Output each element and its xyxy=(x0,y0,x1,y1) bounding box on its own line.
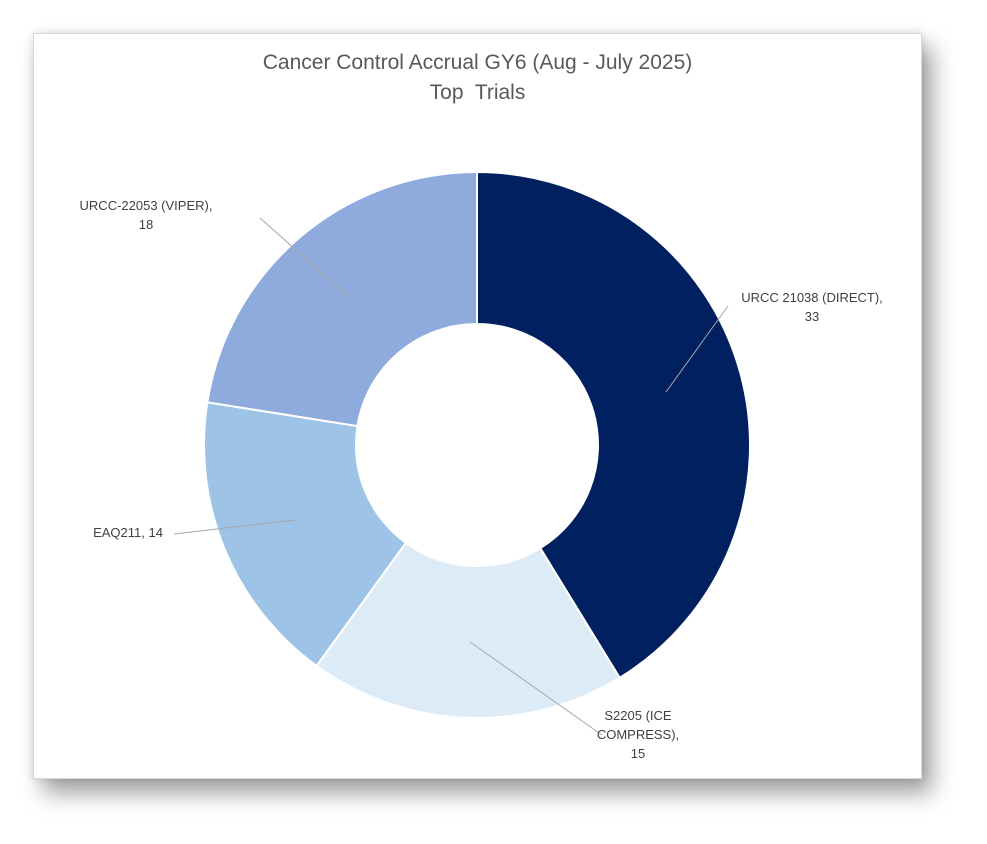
data-label-3-line-1: EAQ211, 14 xyxy=(93,525,163,540)
data-label-4-line-2: 18 xyxy=(139,217,153,232)
leader-line-4 xyxy=(259,217,349,297)
data-label-3: EAQ211, 14 xyxy=(93,525,163,540)
doughnut-slice-4 xyxy=(206,170,478,428)
data-label-4: URCC-22053 (VIPER), 18 xyxy=(80,198,213,232)
chart-title: Cancer Control Accrual GY6 (Aug - July 2… xyxy=(262,51,693,74)
data-label-1-line-1: URCC 21038 (DIRECT), xyxy=(741,290,883,305)
chart-card: Cancer Control Accrual GY6 (Aug - July 2… xyxy=(33,33,922,779)
chart-title-block: Cancer Control Accrual GY6 (Aug - July 2… xyxy=(34,48,921,108)
doughnut-slice-1 xyxy=(476,170,751,680)
data-label-1-line-2: 33 xyxy=(805,309,819,324)
doughnut-slice-2 xyxy=(315,541,622,719)
doughnut-chart: URCC 21038 (DIRECT), 33 S2205 (ICE COMPRESS… xyxy=(80,170,883,761)
chart-subtitle: Top Trials xyxy=(429,81,526,104)
leader-line-3 xyxy=(173,519,296,535)
data-label-2: S2205 (ICE COMPRESS), 15 xyxy=(597,708,679,761)
leader-line-1 xyxy=(665,305,729,393)
leader-line-2 xyxy=(469,641,603,736)
data-label-2-line-1: S2205 (ICE xyxy=(604,708,672,723)
data-label-2-line-2: COMPRESS), xyxy=(597,727,679,742)
data-label-4-line-1: URCC-22053 (VIPER), xyxy=(80,198,213,213)
data-label-1: URCC 21038 (DIRECT), 33 xyxy=(741,290,883,324)
doughnut-slice-3 xyxy=(203,401,408,668)
data-label-2-line-3: 15 xyxy=(631,746,645,761)
